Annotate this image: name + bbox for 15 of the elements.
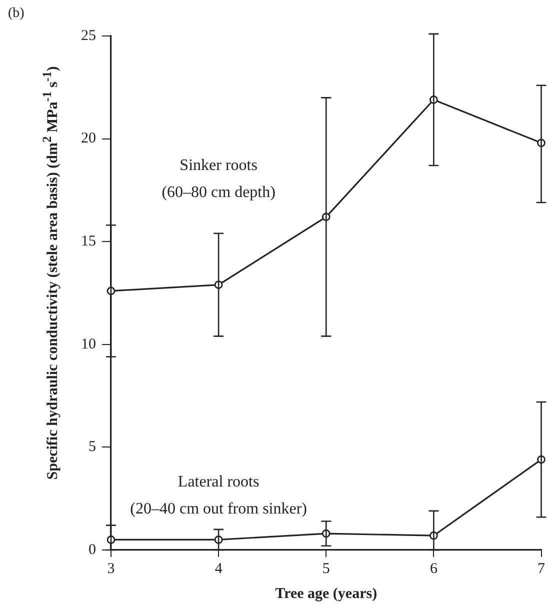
x-axis-title: Tree age (years) — [275, 586, 378, 602]
x-tick-label: 7 — [538, 560, 546, 577]
x-tick-label: 3 — [107, 560, 115, 577]
x-tick-label: 6 — [430, 560, 438, 577]
text: (b) — [8, 6, 24, 22]
y-tick-label: 20 — [81, 130, 96, 147]
y-tick-label: 15 — [81, 234, 96, 250]
y-tick-label: 5 — [88, 439, 96, 456]
series-label: Lateral roots (20–40 cm out from sinker) — [130, 474, 307, 518]
y-tick-label: 0 — [88, 542, 96, 558]
x-tick-label: 4 — [214, 560, 223, 577]
y-tick-label: 25 — [81, 28, 96, 44]
text: Sinker roots (60–80 cm depth) — [162, 156, 276, 201]
y-tick-label: 10 — [81, 336, 96, 352]
x-tick-label: 5 — [322, 560, 330, 577]
